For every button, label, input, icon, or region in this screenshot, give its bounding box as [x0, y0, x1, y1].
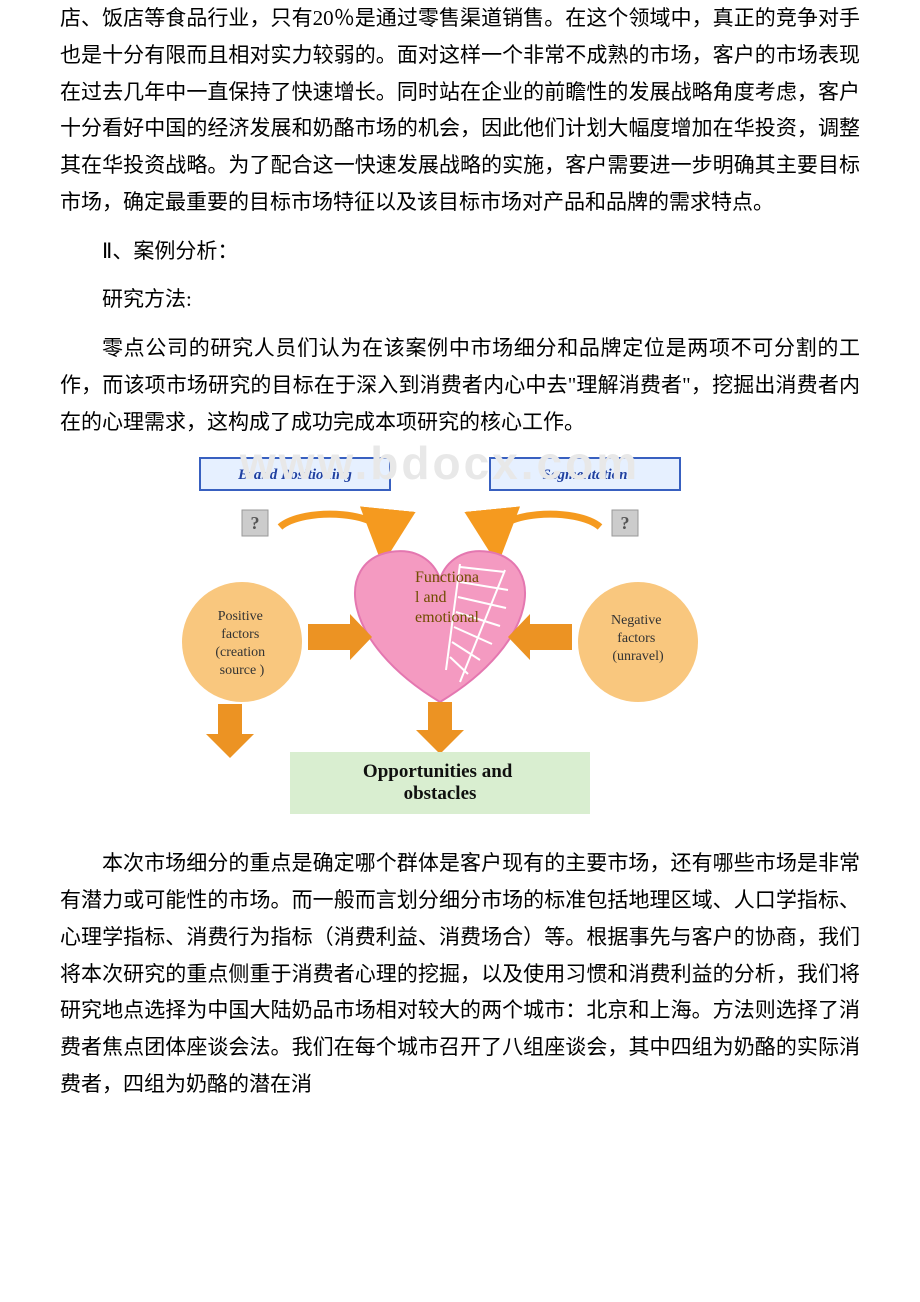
curved-arrow-left [280, 514, 385, 537]
body-paragraph-1: 店、饭店等食品行业，只有20％是通过零售渠道销售。在这个领域中，真正的竞争对手也… [60, 0, 860, 221]
block-arrow-left-down [206, 704, 254, 758]
subsection-heading-method: 研究方法: [60, 281, 860, 318]
block-arrow-center-down [416, 702, 464, 754]
diagram-container: www.bdocx.com Brand Positioning Segmenta… [160, 452, 720, 827]
negative-factors-circle: Negative factors (unravel) [578, 582, 698, 702]
svg-text:Negative factors: Negative factors (unravel) [611, 613, 665, 664]
question-mark-right: ? [612, 510, 638, 536]
svg-text:?: ? [621, 513, 630, 533]
opportunities-box: Opportunities and obstacles [290, 752, 590, 814]
watermark-text: www.bdocx.com [240, 436, 640, 490]
curved-arrow-right [495, 514, 600, 537]
svg-text:?: ? [251, 513, 260, 533]
concept-diagram: Brand Positioning Segmentation ? ? [160, 452, 720, 822]
question-mark-left: ? [242, 510, 268, 536]
section-heading-analysis: Ⅱ、案例分析： [60, 233, 860, 270]
positive-factors-circle: Positive factors (creation source ) [182, 582, 302, 702]
body-paragraph-5: 本次市场细分的重点是确定哪个群体是客户现有的主要市场，还有哪些市场是非常有潜力或… [60, 845, 860, 1102]
body-paragraph-4: 零点公司的研究人员们认为在该案例中市场细分和品牌定位是两项不可分割的工作，而该项… [60, 330, 860, 440]
heart-shape: Functiona l and emotional [355, 551, 525, 702]
